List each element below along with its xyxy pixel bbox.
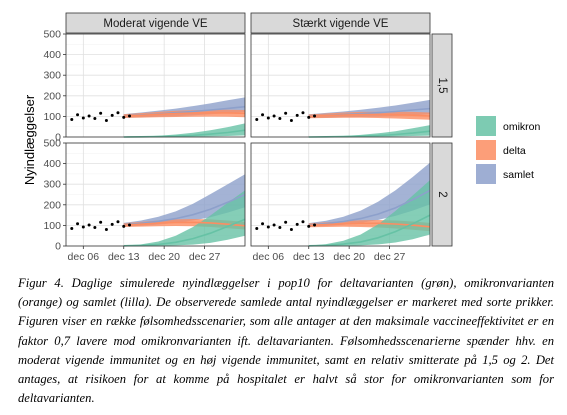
omikron-median-line: [308, 214, 431, 247]
observed-point: [81, 225, 85, 229]
delta-median-line: [123, 112, 246, 117]
observed-point: [289, 228, 293, 232]
y-tick-label: 0: [55, 241, 61, 253]
observed-point: [255, 226, 259, 230]
observed-point: [87, 223, 91, 227]
samlet-median-line: [123, 193, 246, 226]
observed-point: [261, 113, 265, 117]
observed-point: [99, 220, 103, 224]
x-tick-label: dec 06: [68, 251, 100, 262]
delta-median-line: [308, 113, 431, 118]
row-strip-bg: [431, 33, 453, 138]
column-strip-label: Moderat vigende VE: [103, 18, 208, 30]
observed-point: [76, 222, 80, 226]
observed-point: [307, 115, 311, 119]
y-tick-label: 200: [43, 90, 61, 102]
panel-border: [65, 33, 246, 138]
observed-point: [93, 225, 97, 229]
observed-point: [295, 113, 299, 117]
observed-point: [301, 220, 305, 224]
observed-point: [128, 114, 132, 118]
y-tick-label: 400: [43, 49, 61, 61]
observed-point: [110, 113, 114, 117]
legend-swatch-delta: [476, 140, 496, 160]
observed-point: [110, 222, 114, 226]
legend-swatch-samlet: [476, 164, 496, 184]
observed-point: [266, 116, 270, 120]
y-tick-label: 500: [43, 138, 61, 150]
row-strip-label: 2: [436, 191, 448, 197]
panel-border: [65, 142, 246, 247]
legend-label-delta: delta: [503, 145, 526, 157]
panel-border: [250, 33, 431, 138]
x-tick-label: dec 13: [293, 251, 325, 262]
observed-point: [307, 224, 311, 228]
y-tick-label: 300: [43, 70, 61, 82]
observed-point: [104, 228, 108, 232]
observed-point: [255, 117, 259, 121]
x-tick-label: dec 20: [148, 251, 180, 262]
observed-point: [284, 111, 288, 115]
column-strip-bg: [65, 12, 246, 34]
y-tick-label: 400: [43, 158, 61, 170]
y-tick-label: 100: [43, 111, 61, 123]
x-tick-label: dec 13: [108, 251, 140, 262]
observed-point: [278, 116, 282, 120]
samlet-median-line: [308, 189, 431, 226]
observed-point: [122, 115, 126, 119]
panel-border: [250, 142, 431, 247]
observed-point: [272, 223, 276, 227]
delta-median-line: [123, 221, 246, 227]
observed-point: [104, 119, 108, 123]
x-tick-label: dec 27: [189, 251, 221, 262]
observed-point: [116, 220, 120, 224]
y-tick-label: 200: [43, 199, 61, 211]
row-strip-bg: [431, 142, 453, 247]
observed-point: [70, 117, 74, 121]
y-tick-label: 500: [43, 29, 61, 41]
observed-point: [284, 220, 288, 224]
delta-ribbon: [308, 111, 430, 120]
observed-point: [128, 223, 132, 227]
x-tick-label: dec 27: [374, 251, 406, 262]
y-tick-label: 100: [43, 220, 61, 232]
x-tick-label: dec 06: [253, 251, 285, 262]
figure-caption: Figur 4. Daglige simulerede nyindlæggels…: [18, 276, 554, 406]
observed-point: [81, 116, 85, 120]
observed-point: [266, 225, 270, 229]
observed-point: [289, 119, 293, 123]
y-axis-title: Nyindlæggelser: [22, 94, 37, 185]
observed-point: [313, 114, 317, 118]
observed-point: [122, 224, 126, 228]
x-tick-label: dec 20: [333, 251, 365, 262]
observed-point: [313, 223, 317, 227]
faceted-chart: Moderat vigende VE Stærkt vigende VE1,520…: [22, 12, 541, 262]
column-strip-bg: [250, 12, 431, 34]
observed-point: [301, 111, 305, 115]
observed-point: [99, 111, 103, 115]
column-strip-label: Stærkt vigende VE: [293, 18, 389, 30]
row-strip-label: 1,5: [436, 78, 448, 94]
omikron-median-line: [123, 218, 246, 247]
observed-point: [116, 111, 120, 115]
observed-point: [278, 225, 282, 229]
observed-point: [76, 113, 80, 117]
observed-point: [272, 114, 276, 118]
observed-point: [93, 116, 97, 120]
observed-point: [70, 226, 74, 230]
legend-label-omikron: omikron: [503, 121, 541, 133]
observed-point: [87, 114, 91, 118]
observed-point: [261, 222, 265, 226]
observed-point: [295, 222, 299, 226]
legend-label-samlet: samlet: [503, 169, 534, 181]
y-tick-label: 0: [55, 132, 61, 144]
legend-swatch-omikron: [476, 116, 496, 136]
y-tick-label: 300: [43, 179, 61, 191]
